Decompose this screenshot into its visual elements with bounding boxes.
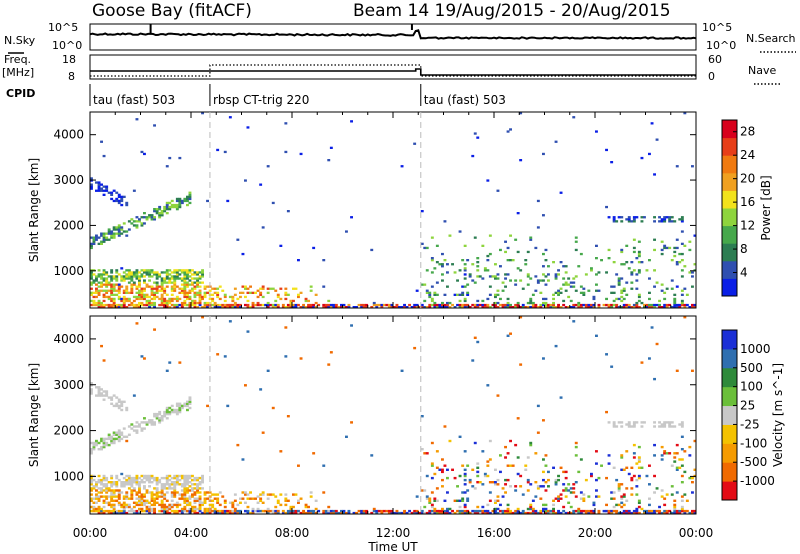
freq-tick-high: 18 bbox=[62, 53, 76, 66]
y-tick-label-3: 4000 bbox=[53, 332, 84, 346]
station-title: Goose Bay (fitACF) bbox=[92, 1, 252, 21]
power-cbar-tick-0: 4 bbox=[740, 266, 748, 280]
power-axes: 1000 2000 3000 4000 Slant Range [km] bbox=[27, 111, 697, 309]
beam-date-title: Beam 14 19/Aug/2015 - 20/Aug/2015 bbox=[353, 1, 671, 21]
freq-trace bbox=[90, 68, 696, 76]
freq-tick-low: 8 bbox=[68, 70, 75, 83]
x-tick-label-6: 00:00 bbox=[679, 526, 714, 540]
y-tick-label-1: 2000 bbox=[53, 424, 84, 438]
y-tick-label-0: 1000 bbox=[53, 264, 84, 278]
velocity-cbar-tick-2: 100 bbox=[740, 380, 763, 394]
x-tick-label-0: 00:00 bbox=[73, 526, 108, 540]
x-tick-label-5: 20:00 bbox=[578, 526, 613, 540]
velocity-cbar-tick-0: 1000 bbox=[740, 342, 771, 356]
cpid-segment-0: tau (fast) 503 bbox=[93, 93, 175, 107]
nsky-panel: N.Sky 10^5 10^0 10^5 10^0 N.Search bbox=[4, 21, 796, 54]
nsky-right-tick-high: 10^5 bbox=[702, 21, 732, 34]
x-tick-label-4: 16:00 bbox=[477, 526, 512, 540]
y-axis-title: Slant Range [km] bbox=[27, 158, 41, 262]
velocity-cbar-tick-3: 25 bbox=[740, 399, 755, 413]
nave-tick-high: 60 bbox=[708, 53, 722, 66]
nsky-label: N.Sky bbox=[4, 34, 36, 47]
velocity-axes: 1000 2000 3000 4000 Slant Range [km] bbox=[27, 315, 697, 515]
cpid-segment-2: tau (fast) 503 bbox=[424, 93, 506, 107]
power-cbar-tick-1: 8 bbox=[740, 242, 748, 256]
power-cbar-tick-6: 28 bbox=[740, 125, 755, 139]
nave-tick-low: 0 bbox=[708, 70, 715, 83]
nsky-right-tick-low: 10^0 bbox=[706, 39, 736, 52]
velocity-cbar-tick-7: -1000 bbox=[740, 474, 775, 488]
freq-unit: [MHz] bbox=[2, 66, 34, 79]
power-cbar-title: Power [dB] bbox=[759, 175, 773, 240]
power-cbar-tick-4: 20 bbox=[740, 172, 755, 186]
cpid-label: CPID bbox=[6, 87, 35, 100]
y-tick-label-2: 3000 bbox=[53, 173, 84, 187]
nsearch-label: N.Search bbox=[746, 32, 796, 45]
y-tick-label-2: 3000 bbox=[53, 378, 84, 392]
nsky-trace bbox=[89, 29, 697, 40]
nsky-left-tick-low: 10^0 bbox=[52, 39, 82, 52]
x-tick-label-1: 04:00 bbox=[174, 526, 209, 540]
velocity-panel: 1000 2000 3000 4000 Slant Range [km] bbox=[27, 315, 697, 515]
velocity-heatmap bbox=[90, 316, 697, 515]
freq-panel: Freq. [MHz] 18 8 60 0 Nave bbox=[2, 53, 782, 85]
velocity-cbar-tick-4: -25 bbox=[740, 417, 760, 431]
nave-label: Nave bbox=[748, 64, 776, 77]
power-cbar-tick-3: 16 bbox=[740, 195, 755, 209]
y-tick-label-1: 2000 bbox=[53, 218, 84, 232]
y-tick-label-3: 4000 bbox=[53, 128, 84, 142]
velocity-cbar-tick-6: -500 bbox=[740, 455, 767, 469]
power-colorbar: 4 8 12 16 20 24 28 Power [dB] bbox=[721, 119, 773, 297]
y-axis-title: Slant Range [km] bbox=[27, 363, 41, 467]
velocity-cbar-tick-1: 500 bbox=[740, 361, 763, 375]
velocity-cbar-tick-5: -100 bbox=[740, 436, 767, 450]
cpid-segment-1: rbsp CT-trig 220 bbox=[213, 93, 309, 107]
x-axis-title: Time UT bbox=[367, 540, 418, 554]
power-panel: 1000 2000 3000 4000 Slant Range [km] bbox=[27, 111, 697, 309]
power-cbar-tick-5: 24 bbox=[740, 148, 755, 162]
velocity-colorbar: 1000 500 100 25 -25 -100 -500 -1000 Velocity [m … bbox=[721, 329, 785, 501]
power-heatmap bbox=[90, 112, 697, 309]
velocity-cbar-title: Velocity [m s^-1] bbox=[771, 363, 785, 467]
time-axis: 00:00 04:00 08:00 12:00 16:00 20:00 00:00 bbox=[73, 526, 714, 540]
nsky-left-tick-high: 10^5 bbox=[48, 21, 78, 34]
x-tick-label-3: 12:00 bbox=[376, 526, 411, 540]
x-tick-label-2: 08:00 bbox=[275, 526, 310, 540]
power-cbar-tick-2: 12 bbox=[740, 219, 755, 233]
freq-label: Freq. bbox=[4, 53, 31, 66]
cpid-panel: CPID tau (fast) 503 rbsp CT-trig 220 tau (… bbox=[6, 84, 506, 107]
y-tick-label-0: 1000 bbox=[53, 469, 84, 483]
